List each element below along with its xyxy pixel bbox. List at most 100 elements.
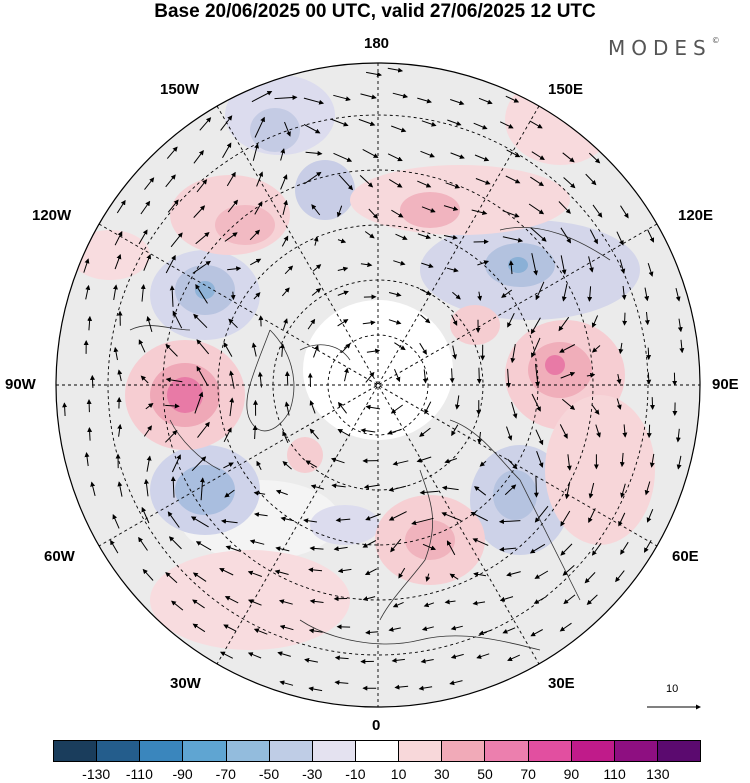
wind-arrow — [563, 177, 576, 189]
wind-arrow — [359, 175, 374, 188]
wind-arrow — [169, 285, 175, 307]
colorbar-swatch — [657, 741, 701, 761]
wind-arrow — [141, 506, 150, 524]
wind-arrow — [649, 453, 655, 468]
wind-arrow — [365, 371, 375, 383]
wind-arrow — [563, 594, 576, 605]
lon-label-90w: 90W — [5, 376, 36, 393]
wind-arrow — [220, 115, 233, 131]
colorbar-tick-label: -70 — [215, 766, 236, 782]
wind-arrow — [534, 505, 549, 523]
wind-arrow — [451, 314, 458, 326]
wind-arrow — [530, 176, 545, 187]
wind-arrow — [474, 486, 487, 496]
wind-arrow — [313, 236, 319, 246]
wind-arrow — [143, 478, 149, 497]
wind-arrow — [585, 173, 597, 186]
wind-arrow — [228, 318, 238, 329]
wind-arrow — [230, 291, 236, 301]
wind-arrow — [646, 372, 652, 385]
wind-arrow — [535, 281, 545, 301]
wind-arrow — [450, 653, 464, 659]
wind-arrow — [425, 573, 431, 582]
wind-arrow — [390, 404, 403, 414]
wind-arrow — [474, 154, 490, 162]
wind-arrow — [362, 148, 379, 158]
wind-arrow — [145, 402, 154, 410]
wind-arrow — [417, 97, 432, 104]
wind-arrow — [589, 229, 598, 245]
wind-arrow — [561, 283, 568, 302]
wind-arrow — [310, 484, 325, 490]
wind-arrow — [112, 284, 118, 300]
wind-arrow — [449, 368, 455, 384]
modes-logo: MODES© — [608, 36, 720, 60]
wind-arrow — [622, 312, 628, 326]
wind-arrow — [619, 259, 626, 274]
wind-arrow — [531, 253, 539, 276]
lon-label-30e: 30E — [548, 675, 575, 692]
wind-arrow — [559, 344, 576, 353]
wind-arrow — [303, 518, 317, 524]
wind-arrow — [195, 283, 208, 304]
wind-arrow — [394, 342, 406, 351]
wind-arrow — [394, 684, 409, 690]
wind-arrow — [388, 292, 402, 297]
lon-label-120w: 120W — [32, 207, 72, 224]
wind-arrow — [165, 377, 183, 383]
colorbar-tick-label: 50 — [477, 766, 493, 782]
wind-arrow — [196, 339, 210, 355]
wind-arrow — [473, 122, 488, 130]
wind-arrow — [420, 150, 435, 158]
wind-arrow — [165, 343, 178, 357]
wind-arrow — [138, 339, 146, 353]
wind-arrow — [530, 629, 543, 637]
wind-arrow — [595, 424, 601, 438]
wind-arrow — [647, 263, 654, 277]
colorbar-swatch — [312, 741, 356, 761]
wind-arrow — [87, 315, 93, 331]
wind-arrow — [282, 318, 288, 330]
wind-arrow — [620, 205, 629, 219]
wind-arrow — [388, 485, 407, 492]
lon-label-120e: 120E — [678, 207, 714, 224]
wind-arrow — [620, 483, 626, 498]
wind-arrow — [311, 287, 322, 296]
wind-arrow — [274, 569, 289, 575]
wind-arrow — [249, 229, 260, 241]
wind-arrow — [337, 290, 349, 296]
wind-arrow — [451, 424, 459, 437]
wind-arrow — [304, 171, 322, 185]
wind-arrow — [116, 199, 126, 214]
wind-arrow — [165, 254, 176, 274]
wind-arrow — [618, 342, 624, 355]
wind-arrow — [90, 374, 95, 388]
wind-arrow — [340, 343, 351, 354]
wind-arrow — [473, 571, 487, 577]
wind-arrow — [337, 238, 347, 244]
wind-arrow — [365, 629, 379, 635]
map-boundary — [55, 62, 701, 708]
wind-arrow — [454, 395, 460, 410]
wind-arrow — [364, 231, 375, 239]
wind-arrow — [421, 626, 434, 632]
wind-arrow — [470, 512, 488, 522]
wind-arrow — [588, 152, 601, 164]
wind-arrow — [223, 427, 232, 443]
colorbar-swatch — [485, 741, 529, 761]
wind-arrow — [419, 342, 427, 355]
colorbar-tick-label: 70 — [520, 766, 536, 782]
wind-arrow — [196, 179, 208, 193]
wind-arrow — [253, 490, 266, 496]
wind-arrow — [591, 543, 602, 556]
wind-arrow — [254, 201, 263, 215]
wind-arrow — [284, 265, 294, 275]
wind-arrow — [620, 541, 629, 555]
colorbar-tick-label: -90 — [172, 766, 193, 782]
wind-arrow — [146, 455, 152, 472]
wind-arrow — [618, 512, 626, 527]
wind-arrow — [533, 476, 539, 498]
wind-arrow — [338, 174, 354, 191]
wind-arrow — [392, 460, 409, 466]
